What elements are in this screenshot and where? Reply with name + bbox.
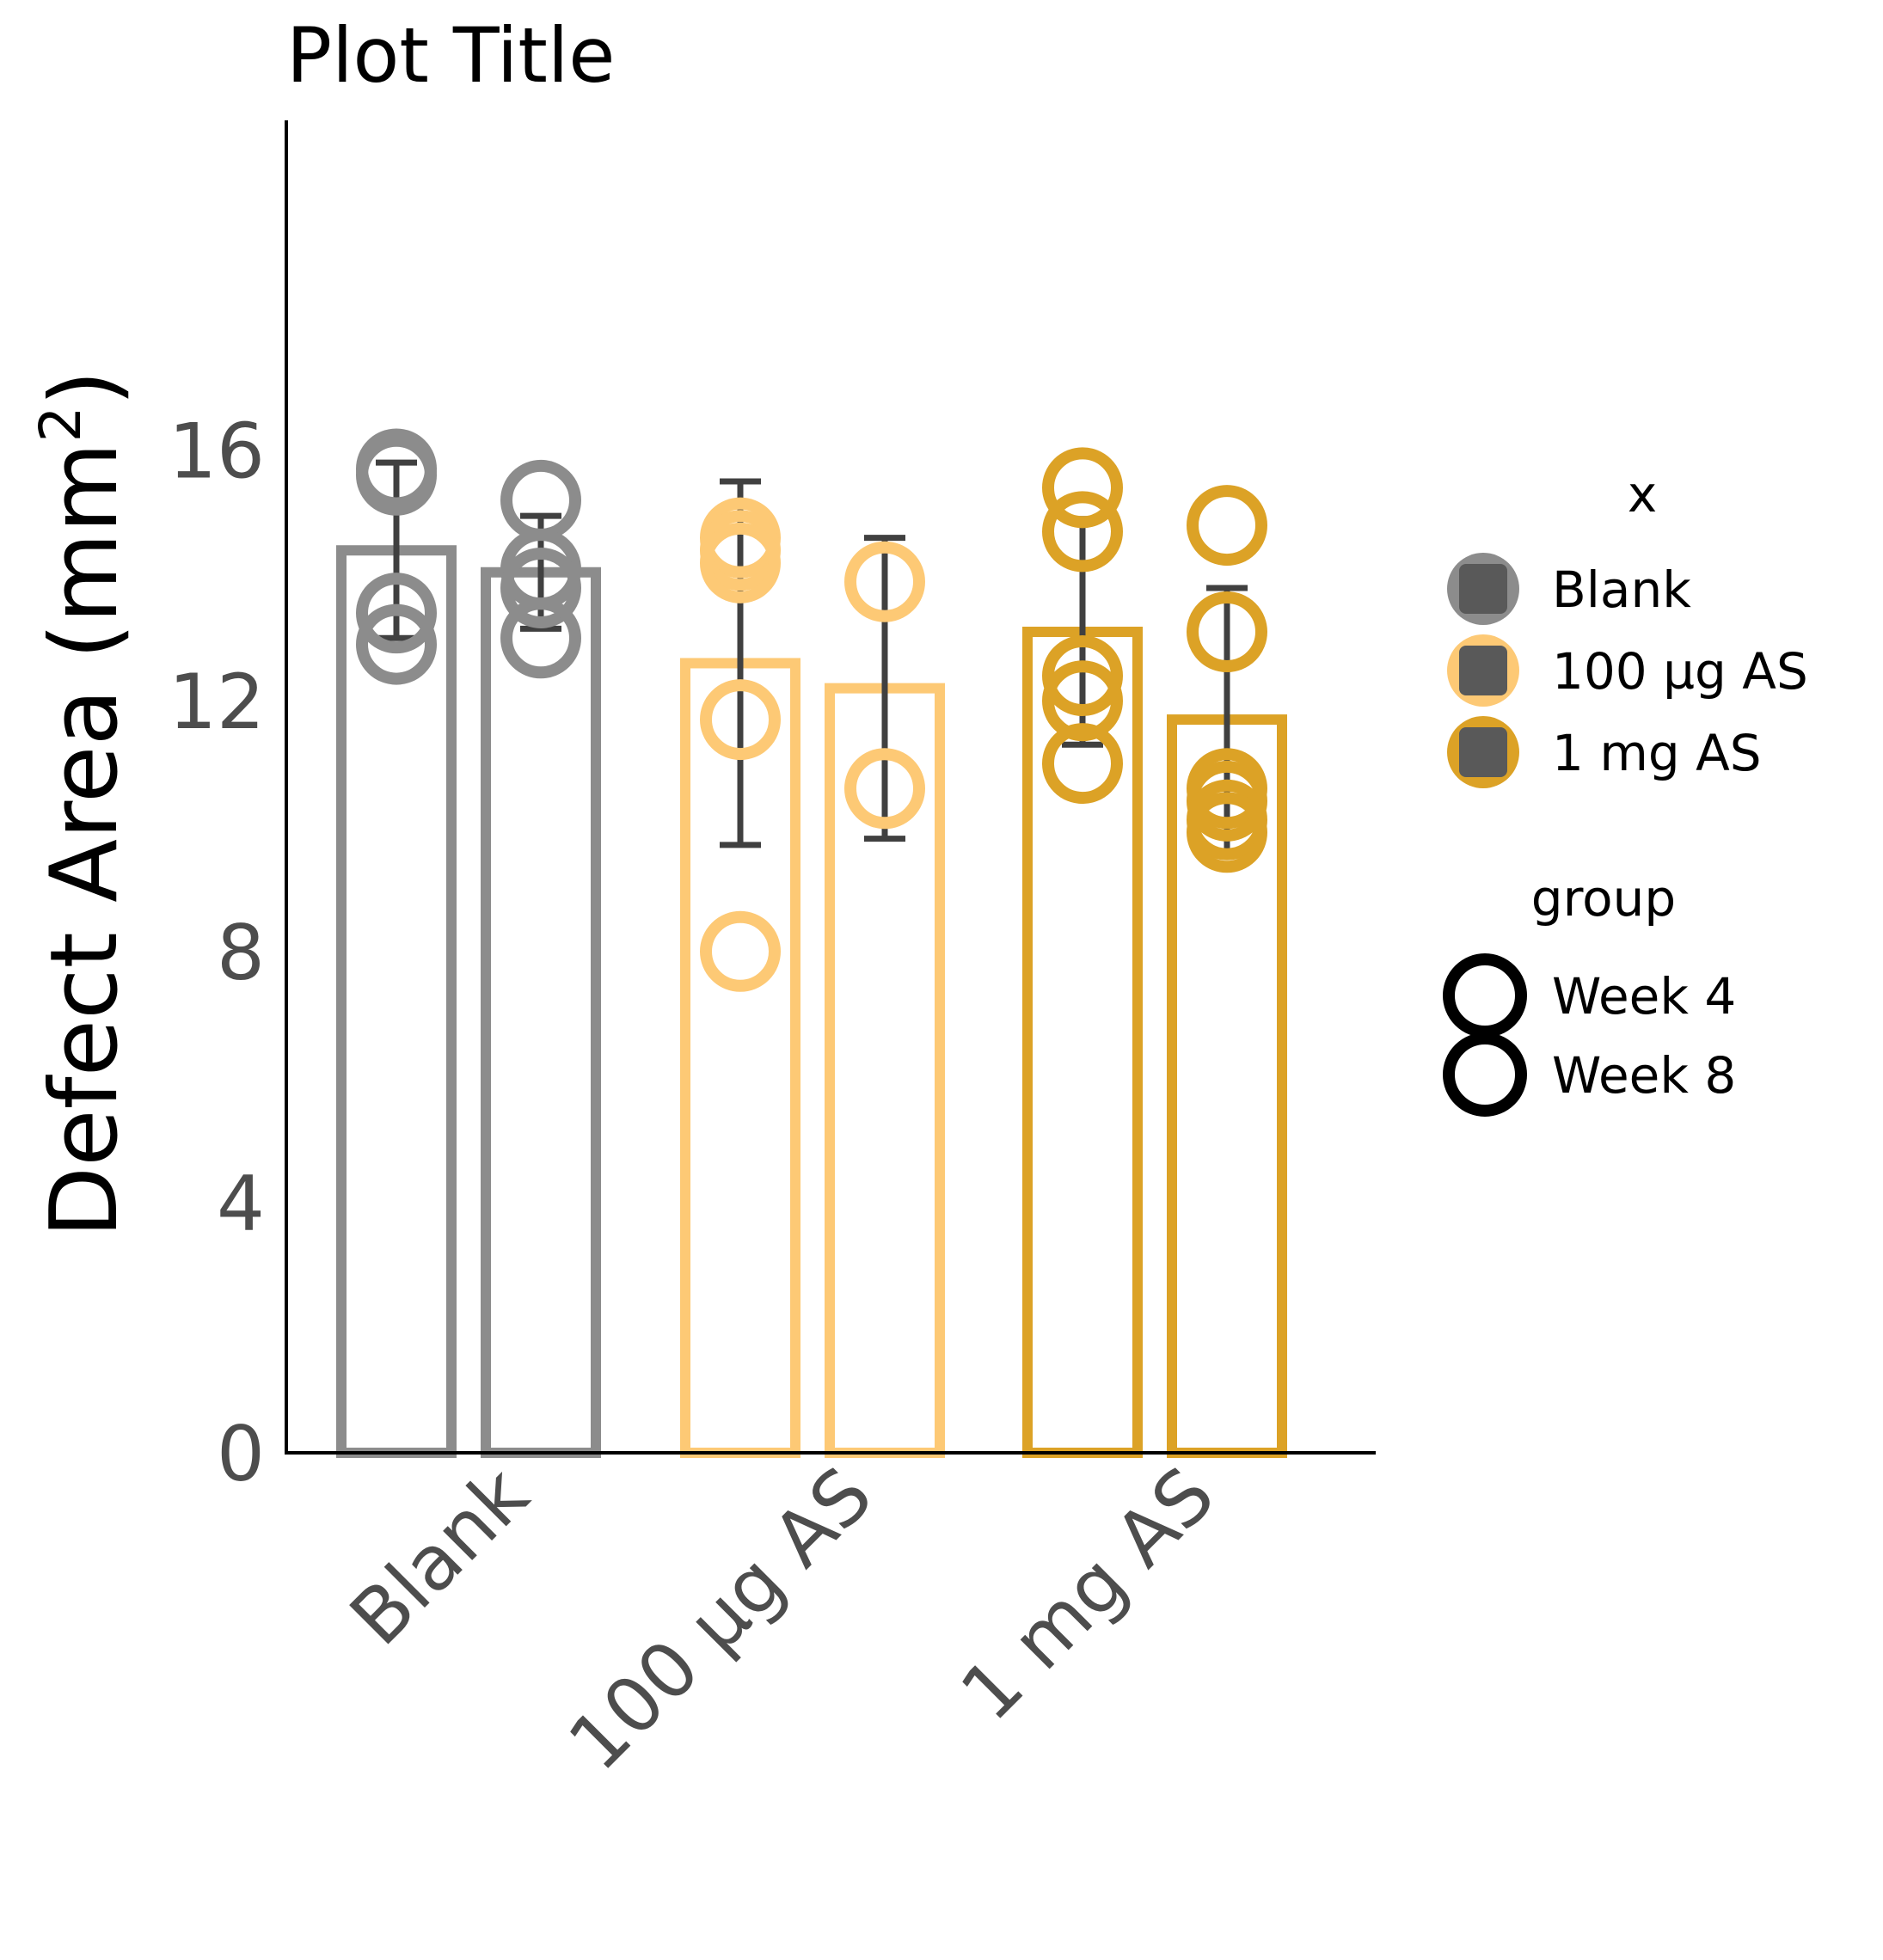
legend-key-week-8 xyxy=(1443,1032,1527,1117)
point-1-mg-as-week-4-1 xyxy=(1042,447,1123,529)
plot-area xyxy=(336,428,1287,1458)
y-tick-label-16: 16 xyxy=(169,407,265,496)
point-1-mg-as-week-4-2 xyxy=(1042,491,1123,573)
y-axis-label-superscript: 2 xyxy=(28,406,94,442)
point-blank-week-4-2 xyxy=(356,434,437,516)
legend-color-title: x xyxy=(1628,465,1657,524)
legend-key-week-4 xyxy=(1443,953,1527,1038)
point-1-mg-as-week-8-6 xyxy=(1187,792,1267,873)
point-100-g-as-week-4-4 xyxy=(700,679,781,761)
y-axis-label: Defect Area (mm2) xyxy=(28,370,138,1238)
point-100-g-as-week-4-3 xyxy=(700,522,781,603)
point-1-mg-as-week-8-1 xyxy=(1187,485,1267,567)
legend: x Blank 100 µg AS 1 mg AS group Week 4 Week 8 xyxy=(1443,465,1808,1117)
y-axis-label-main: Defect Area (mm xyxy=(31,442,138,1238)
point-blank-week-4-4 xyxy=(356,603,437,685)
bar-blank-week-4 xyxy=(336,545,457,1458)
x-tick-label-blank: Blank xyxy=(333,1450,544,1662)
y-tick-label-4: 4 xyxy=(217,1159,265,1247)
x-tick-label-1-mg-as: 1 mg AS xyxy=(944,1450,1231,1737)
point-100-g-as-week-8-2 xyxy=(844,748,925,830)
point-blank-week-8-3 xyxy=(500,547,581,628)
point-1-mg-as-week-8-2 xyxy=(1187,591,1267,673)
legend-label-100-g-as: 100 µg AS xyxy=(1552,642,1808,701)
x-tick-label-100-g-as: 100 µg AS xyxy=(552,1450,889,1787)
point-blank-week-4-3 xyxy=(356,573,437,654)
y-tick-label-12: 12 xyxy=(169,658,265,746)
point-1-mg-as-week-4-5 xyxy=(1042,723,1123,805)
legend-label-week-8: Week 8 xyxy=(1552,1046,1736,1105)
legend-key-square-100-g-as xyxy=(1459,646,1507,695)
point-blank-week-8-4 xyxy=(500,597,581,679)
legend-key-square-1-mg-as xyxy=(1459,727,1507,777)
y-tick-label-8: 8 xyxy=(217,909,265,997)
legend-label-week-4: Week 4 xyxy=(1552,967,1736,1026)
y-axis-label-close: ) xyxy=(31,370,138,406)
legend-shape-title: group xyxy=(1531,869,1676,928)
bar-blank-week-8 xyxy=(481,567,601,1458)
point-1-mg-as-week-4-3 xyxy=(1042,635,1123,717)
point-100-g-as-week-4-5 xyxy=(700,910,781,992)
legend-label-1-mg-as: 1 mg AS xyxy=(1552,724,1762,782)
legend-key-square-blank xyxy=(1459,564,1507,614)
point-100-g-as-week-8-1 xyxy=(844,541,925,622)
legend-label-blank: Blank xyxy=(1552,560,1691,619)
point-1-mg-as-week-4-4 xyxy=(1042,660,1123,742)
chart-title: Plot Title xyxy=(286,11,615,100)
y-tick-label-0: 0 xyxy=(217,1410,265,1498)
